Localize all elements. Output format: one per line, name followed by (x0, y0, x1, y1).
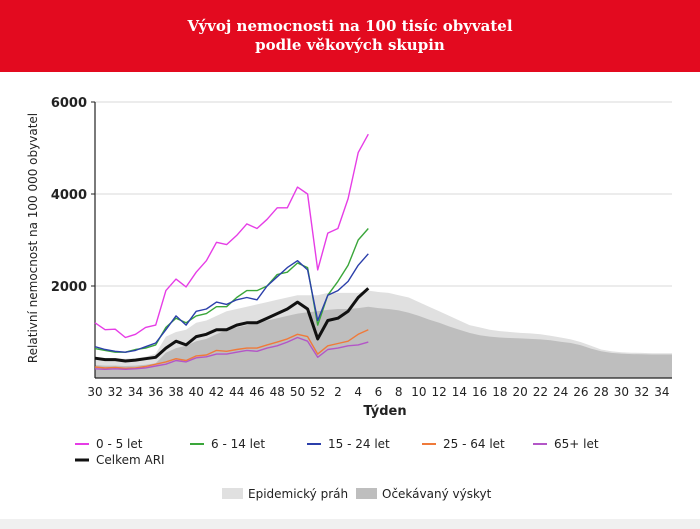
x-tick-label: 6 (375, 385, 383, 399)
x-tick-label: 2 (334, 385, 342, 399)
x-tick-label: 4 (354, 385, 362, 399)
x-tick-label: 38 (168, 385, 183, 399)
legend-label-1: 6 - 14 let (211, 437, 265, 451)
y-axis-title: Relativní nemocnost na 100 000 obyvatel (26, 113, 40, 363)
x-tick-label: 30 (614, 385, 629, 399)
x-tick-label: 30 (87, 385, 102, 399)
x-tick-label: 12 (432, 385, 447, 399)
footer-strip (0, 519, 700, 529)
chart-title-line-1: Vývoj nemocnosti na 100 tisíc obyvatel (187, 17, 513, 35)
x-tick-label: 36 (148, 385, 163, 399)
x-tick-label: 34 (654, 385, 669, 399)
legend-label-4: 65+ let (554, 437, 599, 451)
x-tick-label: 22 (533, 385, 548, 399)
x-tick-label: 50 (290, 385, 305, 399)
x-tick-label: 34 (128, 385, 143, 399)
series-lines (94, 133, 370, 370)
series-line-5 (94, 287, 370, 363)
x-axis-title: Týden (363, 404, 406, 419)
series-line-4 (94, 336, 369, 370)
y-tick-label: 6000 (51, 96, 87, 111)
background-areas (95, 290, 672, 378)
legend-label-5: Celkem ARI (96, 453, 165, 467)
x-tick-label: 48 (270, 385, 285, 399)
series-line-0 (94, 133, 369, 339)
x-tick-label: 40 (189, 385, 204, 399)
grid-lines (95, 101, 672, 287)
legend-label-0: 0 - 5 let (96, 437, 143, 451)
series-line-3 (94, 329, 369, 369)
chart-title-banner: Vývoj nemocnosti na 100 tisíc obyvatel p… (0, 0, 700, 72)
area-1 (95, 306, 672, 378)
x-tick-label: 52 (310, 385, 325, 399)
x-tick-label: 8 (395, 385, 403, 399)
x-tick-label: 18 (492, 385, 507, 399)
chart-title-line-2: podle věkových skupin (255, 36, 445, 54)
x-tick-label: 26 (573, 385, 588, 399)
x-tick-label: 20 (513, 385, 528, 399)
series-line-2 (94, 253, 369, 353)
x-tick-label: 10 (411, 385, 426, 399)
legend: 0 - 5 let 6 - 14 let 15 - 24 let 25 - 64 le… (75, 437, 599, 501)
legend-area-swatch-0 (222, 488, 243, 499)
x-tick-label: 24 (553, 385, 568, 399)
x-tick-label: 42 (209, 385, 224, 399)
axes (91, 101, 672, 379)
legend-label-3: 25 - 64 let (443, 437, 505, 451)
legend-area-label-0: Epidemický práh (248, 487, 348, 501)
legend-label-2: 15 - 24 let (328, 437, 390, 451)
x-tick-label: 16 (472, 385, 487, 399)
x-tick-label: 14 (452, 385, 467, 399)
legend-area-label-1: Očekávaný výskyt (382, 487, 492, 501)
y-tick-label: 2000 (51, 280, 87, 295)
legend-area-swatch-1 (356, 488, 377, 499)
y-tick-label: 4000 (51, 188, 87, 203)
x-tick-label: 28 (593, 385, 608, 399)
x-tick-label: 44 (229, 385, 244, 399)
tick-labels: 30 32 34 36 38 40 42 44 46 48 50 52 2 4 6 8 10 12 14 16 18 20… (51, 96, 670, 399)
x-tick-label: 46 (249, 385, 264, 399)
x-tick-label: 32 (634, 385, 649, 399)
x-tick-label: 32 (108, 385, 123, 399)
